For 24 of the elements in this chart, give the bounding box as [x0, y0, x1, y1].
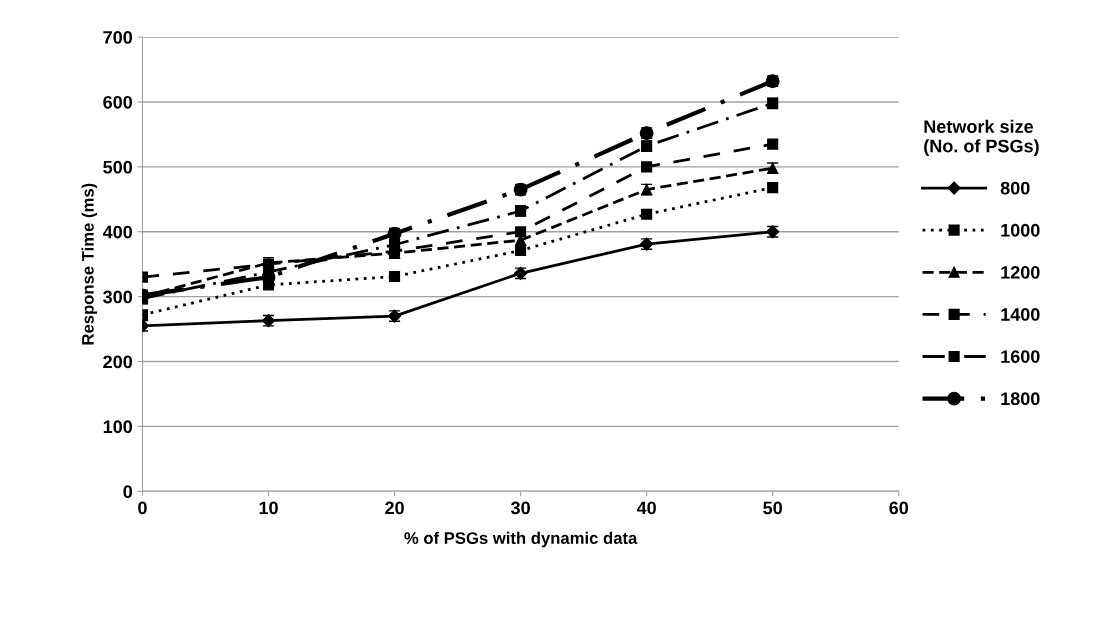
legend-label: 1600 [1001, 350, 1040, 363]
y-tick-label: 600 [103, 95, 133, 109]
x-tick-label: 30 [510, 501, 530, 515]
x-tick-label: 50 [763, 501, 782, 515]
y-tick-label: 300 [103, 290, 133, 304]
y-axis-title: Response Time (ms) [81, 183, 98, 345]
y-tick-label: 400 [102, 225, 133, 239]
y-tick-label: 100 [103, 420, 133, 434]
legend-label: 800 [1000, 181, 1030, 195]
x-tick-label: 60 [889, 501, 909, 515]
x-tick-label: 0 [138, 501, 147, 515]
legend-title: Network size (No. of PSGs) [924, 119, 1039, 157]
y-tick-label: 0 [123, 485, 133, 499]
legend-label: 1200 [1001, 265, 1040, 279]
x-axis-title: % of PSGs with dynamic data [404, 531, 638, 548]
legend-label: 1000 [1001, 223, 1040, 237]
x-tick-label: 20 [385, 501, 404, 515]
legend-label: 1800 [1001, 392, 1040, 406]
y-tick-label: 700 [103, 31, 133, 44]
x-tick-label: 40 [636, 501, 656, 515]
y-tick-label: 500 [103, 160, 133, 174]
x-tick-label: 10 [259, 501, 278, 515]
y-tick-label: 200 [103, 355, 133, 369]
legend-label: 1400 [1001, 308, 1040, 321]
